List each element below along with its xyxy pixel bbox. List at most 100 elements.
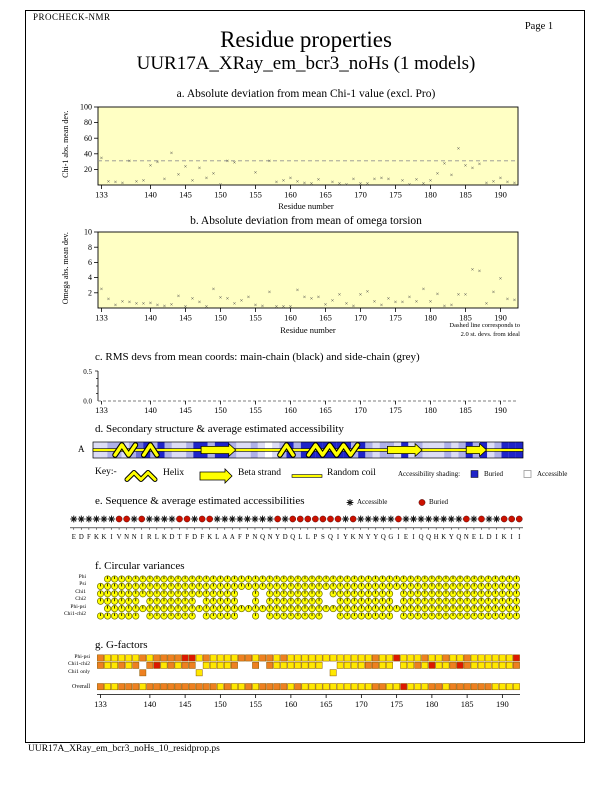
svg-text:150: 150 bbox=[214, 313, 227, 323]
svg-text:180: 180 bbox=[424, 190, 437, 200]
svg-text:×: × bbox=[429, 178, 433, 185]
svg-text:×: × bbox=[205, 304, 209, 311]
svg-text:150: 150 bbox=[214, 699, 227, 709]
page-subtitle: UUR17A_XRay_em_bcr3_noHs (1 models) bbox=[136, 53, 476, 74]
svg-text:×: × bbox=[261, 303, 265, 310]
circular-variances bbox=[96, 575, 521, 620]
svg-text:×: × bbox=[268, 289, 272, 296]
svg-text:I: I bbox=[495, 534, 498, 541]
svg-text:×: × bbox=[492, 289, 496, 296]
svg-text:×: × bbox=[219, 181, 223, 188]
svg-text:×: × bbox=[219, 295, 223, 302]
svg-text:×: × bbox=[408, 294, 412, 301]
plot-b-xlabel: Residue number bbox=[280, 325, 336, 335]
svg-text:Y: Y bbox=[449, 534, 454, 541]
svg-text:I: I bbox=[412, 534, 415, 541]
svg-text:155: 155 bbox=[249, 699, 262, 709]
svg-text:Y: Y bbox=[373, 534, 378, 541]
svg-text:175: 175 bbox=[389, 313, 402, 323]
g-row-label-chi1-only: Chi1 only bbox=[68, 668, 90, 675]
svg-text:L: L bbox=[479, 534, 483, 541]
svg-text:180: 180 bbox=[424, 313, 437, 323]
svg-text:×: × bbox=[317, 177, 321, 184]
dashed-line-note-2: 2.0 st. devs. from ideal bbox=[460, 331, 520, 338]
svg-text:×: × bbox=[443, 160, 447, 167]
cv-row-label-phi: Phi bbox=[78, 574, 86, 580]
svg-text:T: T bbox=[177, 534, 182, 541]
svg-text:I: I bbox=[337, 534, 340, 541]
svg-text:K: K bbox=[441, 534, 446, 541]
svg-text:×: × bbox=[275, 179, 279, 186]
svg-text:D: D bbox=[192, 534, 197, 541]
svg-text:×: × bbox=[212, 171, 216, 178]
svg-text:Q: Q bbox=[381, 534, 386, 541]
svg-text:×: × bbox=[310, 181, 314, 188]
svg-text:×: × bbox=[100, 286, 104, 293]
svg-text:×: × bbox=[331, 298, 335, 305]
page-number: Page 1 bbox=[524, 21, 554, 32]
svg-text:×: × bbox=[471, 266, 475, 273]
svg-text:×: × bbox=[282, 178, 286, 185]
svg-text:×: × bbox=[513, 180, 517, 187]
svg-text:×: × bbox=[121, 180, 125, 187]
svg-text:×: × bbox=[198, 165, 202, 172]
svg-text:×: × bbox=[450, 172, 454, 179]
svg-text:×: × bbox=[345, 301, 349, 308]
svg-text:F: F bbox=[87, 534, 91, 541]
page-frame bbox=[25, 10, 585, 743]
svg-text:0.0: 0.0 bbox=[83, 398, 92, 406]
cv-row-label-chi2: Chi2 bbox=[75, 596, 86, 603]
svg-text:×: × bbox=[170, 150, 174, 157]
svg-text:×: × bbox=[373, 298, 377, 305]
svg-text:×: × bbox=[513, 297, 517, 304]
svg-text:160: 160 bbox=[285, 699, 298, 709]
svg-text:×: × bbox=[107, 296, 111, 303]
svg-text:×: × bbox=[247, 294, 251, 301]
svg-text:×: × bbox=[135, 178, 139, 185]
key-strand-icon bbox=[199, 468, 233, 484]
svg-text:×: × bbox=[415, 298, 419, 305]
svg-text:Q: Q bbox=[456, 534, 461, 541]
svg-text:165: 165 bbox=[320, 699, 333, 709]
svg-text:×: × bbox=[198, 299, 202, 306]
svg-text:190: 190 bbox=[494, 190, 507, 200]
svg-text:F: F bbox=[238, 534, 242, 541]
svg-text:140: 140 bbox=[144, 699, 157, 709]
svg-text:×: × bbox=[114, 302, 118, 309]
svg-text:175: 175 bbox=[389, 190, 402, 200]
svg-text:Q: Q bbox=[426, 534, 431, 541]
svg-text:20: 20 bbox=[84, 165, 92, 174]
key-accessible-label: Accessible bbox=[537, 470, 568, 478]
svg-text:×: × bbox=[177, 293, 181, 300]
svg-text:S: S bbox=[321, 534, 325, 541]
svg-text:Q: Q bbox=[260, 534, 265, 541]
svg-text:D: D bbox=[79, 534, 84, 541]
svg-text:×: × bbox=[345, 181, 349, 188]
cv-row-label-chi1-chi2: Chi1-chi2 bbox=[64, 611, 86, 617]
svg-text:×: × bbox=[499, 276, 503, 283]
key-accessible-swatch bbox=[523, 470, 532, 478]
svg-text:160: 160 bbox=[284, 190, 297, 200]
svg-text:N: N bbox=[124, 534, 129, 541]
svg-text:×: × bbox=[485, 180, 489, 187]
svg-text:N: N bbox=[464, 534, 469, 541]
svg-text:185: 185 bbox=[459, 190, 472, 200]
key-shading-label: Accessibility shading: bbox=[398, 470, 461, 478]
svg-text:170: 170 bbox=[354, 190, 367, 200]
svg-text:F: F bbox=[185, 534, 189, 541]
svg-text:×: × bbox=[485, 301, 489, 308]
key-icons bbox=[124, 468, 532, 484]
legend-buried-icon bbox=[418, 499, 426, 506]
svg-text:F: F bbox=[200, 534, 204, 541]
svg-text:×: × bbox=[100, 155, 104, 162]
svg-text:E: E bbox=[472, 534, 476, 541]
svg-text:160: 160 bbox=[284, 405, 297, 415]
svg-text:155: 155 bbox=[249, 190, 262, 200]
svg-text:L: L bbox=[298, 534, 302, 541]
legend-accessible-label: Accessible bbox=[357, 498, 388, 506]
svg-text:×: × bbox=[296, 287, 300, 294]
svg-text:100: 100 bbox=[80, 103, 92, 112]
svg-text:×: × bbox=[114, 179, 118, 186]
